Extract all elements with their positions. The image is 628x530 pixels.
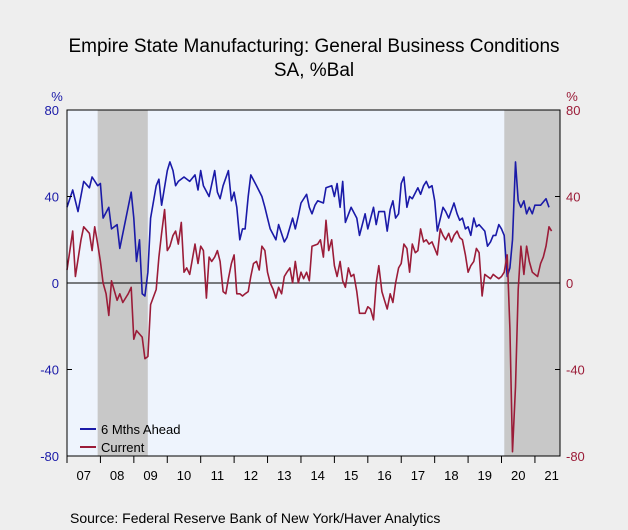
x-tick-label: 12: [244, 468, 258, 483]
x-tick-label: 18: [444, 468, 458, 483]
left-tick-label: 80: [45, 103, 59, 118]
left-tick-label: -80: [40, 449, 59, 464]
x-tick-label: 08: [110, 468, 124, 483]
right-tick-label: 40: [566, 190, 580, 205]
source-note: Source: Federal Reserve Bank of New York…: [70, 510, 440, 526]
right-tick-label: -40: [566, 363, 585, 378]
left-tick-label: 40: [45, 190, 59, 205]
right-axis: 80 40 0 -40 -80: [555, 103, 585, 464]
x-tick-label: 07: [76, 468, 90, 483]
legend-label-1: 6 Mths Ahead: [101, 422, 181, 437]
x-axis: 07 08 09 10 11 12 13 14 15 16 17 18 19 20 21: [66, 456, 559, 483]
x-tick-label: 10: [177, 468, 191, 483]
series-lines: [66, 161, 553, 453]
right-axis-unit: %: [566, 89, 578, 104]
x-tick-label: 16: [377, 468, 391, 483]
right-tick-label: 80: [566, 103, 580, 118]
chart-title: Empire State Manufacturing: General Busi…: [68, 36, 559, 57]
left-tick-label: -40: [40, 363, 59, 378]
left-axis: 80 40 0 -40 -80: [40, 103, 72, 464]
left-axis-unit: %: [51, 89, 63, 104]
x-tick-label: 11: [211, 468, 225, 483]
series-line-2: [66, 208, 553, 453]
legend-label-2: Current: [101, 440, 145, 455]
right-tick-label: 0: [566, 276, 573, 291]
x-tick-label: 09: [143, 468, 157, 483]
x-tick-label: 13: [277, 468, 291, 483]
x-tick-label: 15: [344, 468, 358, 483]
chart-subtitle: SA, %Bal: [274, 60, 354, 81]
legend: 6 Mths Ahead Current: [80, 422, 181, 455]
x-tick-label: 20: [511, 468, 525, 483]
series-line-1: [66, 161, 550, 297]
right-tick-label: -80: [566, 449, 585, 464]
x-tick-label: 21: [544, 468, 558, 483]
left-tick-label: 0: [52, 276, 59, 291]
x-tick-label: 17: [411, 468, 425, 483]
x-tick-label: 14: [310, 468, 324, 483]
x-tick-label: 19: [478, 468, 492, 483]
